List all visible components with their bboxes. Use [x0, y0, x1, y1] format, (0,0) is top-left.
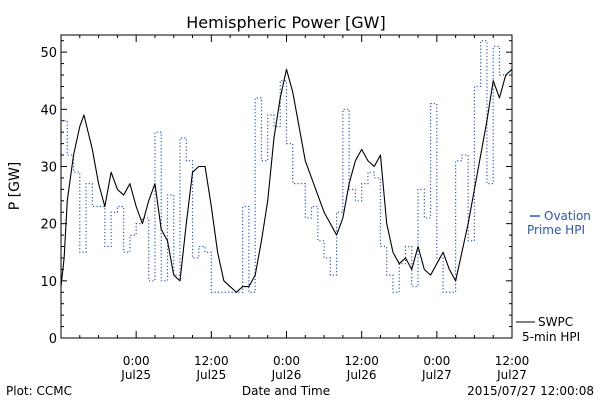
- x-tick-label-time: 0:00: [123, 354, 150, 368]
- x-tick-label-date: Jul25: [120, 368, 151, 382]
- y-tick-label: 10: [40, 275, 57, 290]
- x-axis-label: Date and Time: [242, 384, 330, 398]
- x-tick-label-date: Jul26: [271, 368, 302, 382]
- x-tick-label-time: 0:00: [273, 354, 300, 368]
- series-swpc-line: [60, 68, 513, 293]
- chart-title: Hemispheric Power [GW]: [186, 13, 385, 32]
- plot-timestamp: 2015/07/27 12:00:08: [467, 384, 594, 398]
- y-axis-label: P [GW]: [7, 162, 23, 211]
- x-tick-label-time: 12:00: [344, 354, 379, 368]
- series-ovation-prime-line: [61, 40, 512, 293]
- legend-ovation-label: Prime HPI: [527, 223, 585, 237]
- x-tick-label-time: 12:00: [495, 354, 530, 368]
- legend-swpc-label: SWPC: [538, 315, 573, 329]
- y-tick-label: 40: [40, 103, 57, 118]
- x-tick-label-date: Jul27: [496, 368, 527, 382]
- x-tick-label-date: Jul26: [346, 368, 377, 382]
- y-tick-label: 30: [40, 160, 57, 175]
- x-tick-label-date: Jul27: [421, 368, 452, 382]
- legend-ovation-label: Ovation: [544, 209, 591, 223]
- x-tick-label-time: 12:00: [194, 354, 229, 368]
- series-layer: [60, 40, 513, 293]
- y-tick-label: 20: [40, 218, 57, 233]
- y-axis-ticks: 0 10 20 30 40 50: [40, 40, 512, 347]
- x-axis-ticks: 0:00Jul2512:00Jul250:00Jul2612:00Jul260:…: [60, 35, 530, 382]
- plot-credit: Plot: CCMC: [6, 384, 72, 398]
- y-tick-label: 50: [40, 46, 57, 61]
- x-tick-label-time: 0:00: [423, 354, 450, 368]
- x-tick-label-date: Jul25: [195, 368, 226, 382]
- y-tick-label: 0: [49, 332, 57, 347]
- legend-swpc-label: 5-min HPI: [522, 330, 580, 344]
